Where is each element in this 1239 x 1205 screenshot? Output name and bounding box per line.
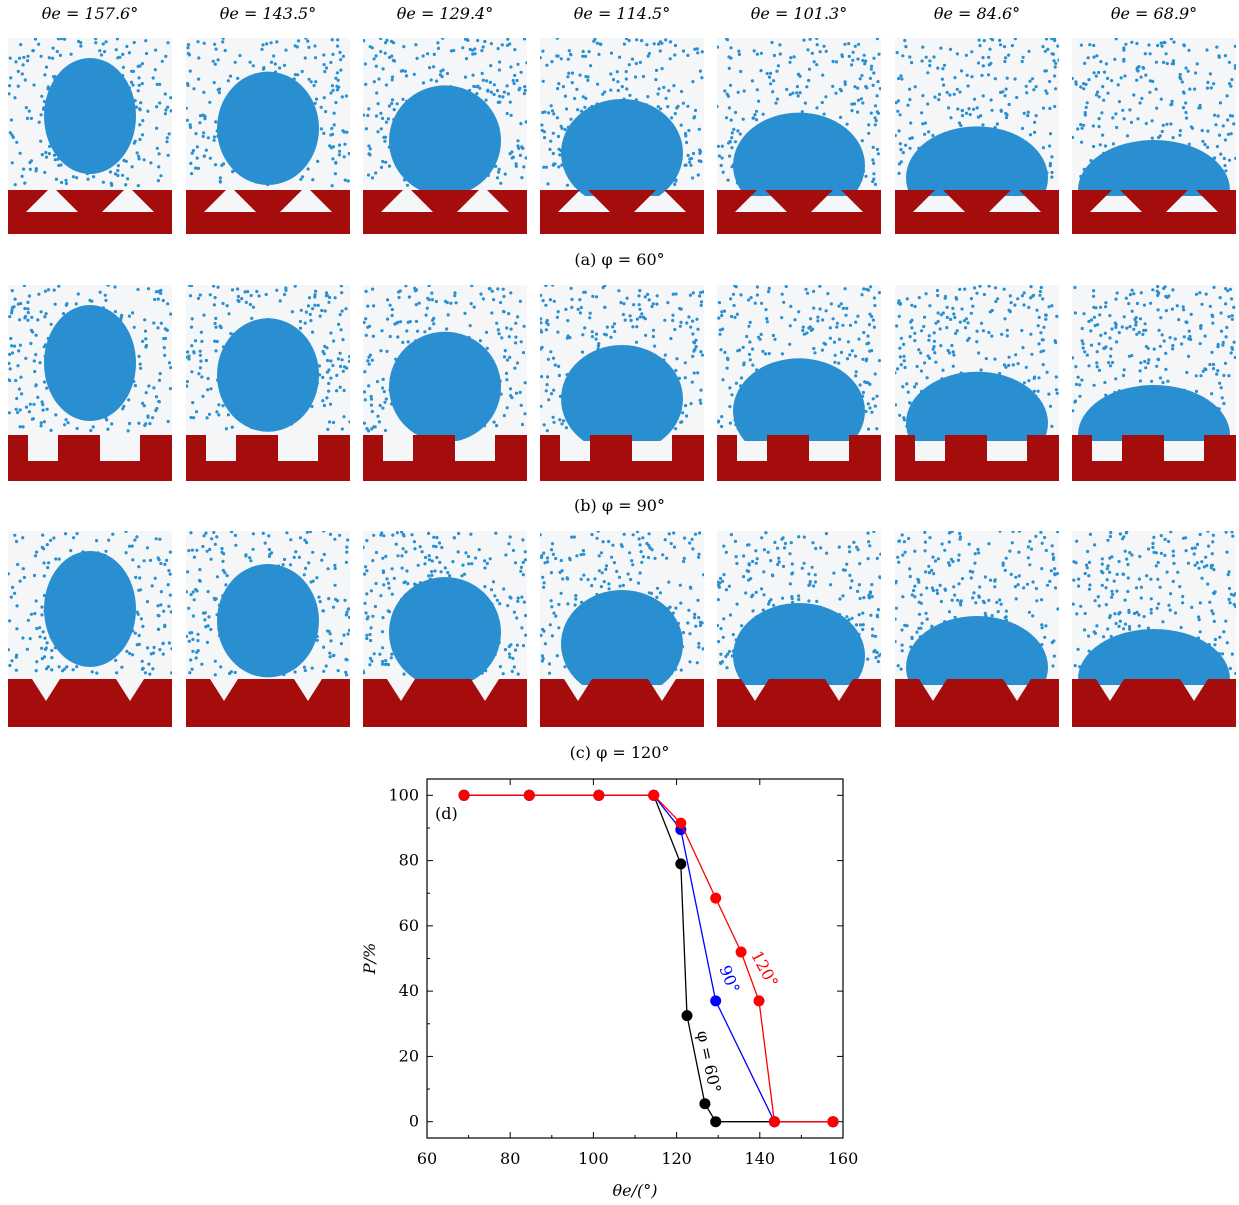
data-point [710, 1116, 722, 1128]
x-tick-label: 140 [745, 1149, 776, 1168]
simulation-panel [186, 285, 350, 481]
row-caption-c: (c) φ = 120° [569, 743, 670, 762]
y-tick-label: 0 [409, 1112, 419, 1131]
column-label-6: θe = 68.9° [1110, 4, 1198, 23]
simulation-panel [717, 531, 881, 727]
simulation-panel [717, 38, 881, 234]
simulation-panel [186, 38, 350, 234]
column-label-0: θe = 157.6° [41, 4, 139, 23]
row-caption-a: (a) φ = 60° [574, 250, 665, 269]
column-label-5: θe = 84.6° [933, 4, 1021, 23]
y-tick-label: 80 [399, 851, 419, 870]
row-caption-b: (b) φ = 90° [574, 496, 665, 515]
column-label-2: θe = 129.4° [396, 4, 494, 23]
data-point [710, 995, 722, 1007]
data-point [593, 789, 605, 801]
series-line [464, 794, 833, 1123]
simulation-panel [540, 531, 704, 727]
y-axis-label: P/% [360, 943, 379, 975]
simulation-panel [717, 285, 881, 481]
x-tick-label: 160 [828, 1149, 859, 1168]
series-label: φ = 60° [693, 1029, 725, 1095]
data-point [648, 789, 660, 801]
data-point [735, 946, 747, 958]
simulation-panel [363, 285, 527, 481]
y-tick-label: 20 [399, 1046, 419, 1065]
simulation-panel [895, 285, 1059, 481]
x-tick-label: 60 [417, 1149, 437, 1168]
simulation-panel [8, 531, 172, 727]
series-line [464, 794, 833, 1123]
series-label: 90° [715, 963, 743, 996]
y-tick-label: 100 [388, 785, 419, 804]
y-tick-label: 60 [399, 916, 419, 935]
x-axis-label: θe/(°) [613, 1181, 658, 1200]
simulation-panel [363, 531, 527, 727]
data-point [675, 817, 687, 829]
simulation-panel [1072, 38, 1236, 234]
data-point [523, 789, 535, 801]
data-point [753, 995, 765, 1007]
data-point [681, 1010, 693, 1022]
data-point [699, 1098, 711, 1110]
plot-frame [426, 778, 844, 1139]
column-label-4: θe = 101.3° [750, 4, 848, 23]
simulation-panel [895, 38, 1059, 234]
simulation-panel [186, 531, 350, 727]
simulation-panel [1072, 285, 1236, 481]
simulation-panel [540, 285, 704, 481]
simulation-panel [363, 38, 527, 234]
data-point [827, 1116, 839, 1128]
simulation-panel [8, 285, 172, 481]
column-label-3: θe = 114.5° [573, 4, 671, 23]
column-label-1: θe = 143.5° [219, 4, 317, 23]
panel-label: (d) [435, 804, 458, 823]
series-line [464, 794, 833, 1123]
x-tick-label: 120 [661, 1149, 692, 1168]
simulation-panel [8, 38, 172, 234]
simulation-panel [1072, 531, 1236, 727]
y-tick-label: 40 [399, 981, 419, 1000]
data-point [710, 892, 722, 904]
x-tick-label: 100 [578, 1149, 609, 1168]
data-point [675, 858, 687, 870]
data-point [458, 789, 470, 801]
probability-chart: 60 80 100 120 140 160020406080100θe/(°)P/%(d)… [360, 778, 859, 1200]
data-point [768, 1116, 780, 1128]
simulation-panel [540, 38, 704, 234]
x-tick-label: 80 [500, 1149, 520, 1168]
simulation-panel [895, 531, 1059, 727]
